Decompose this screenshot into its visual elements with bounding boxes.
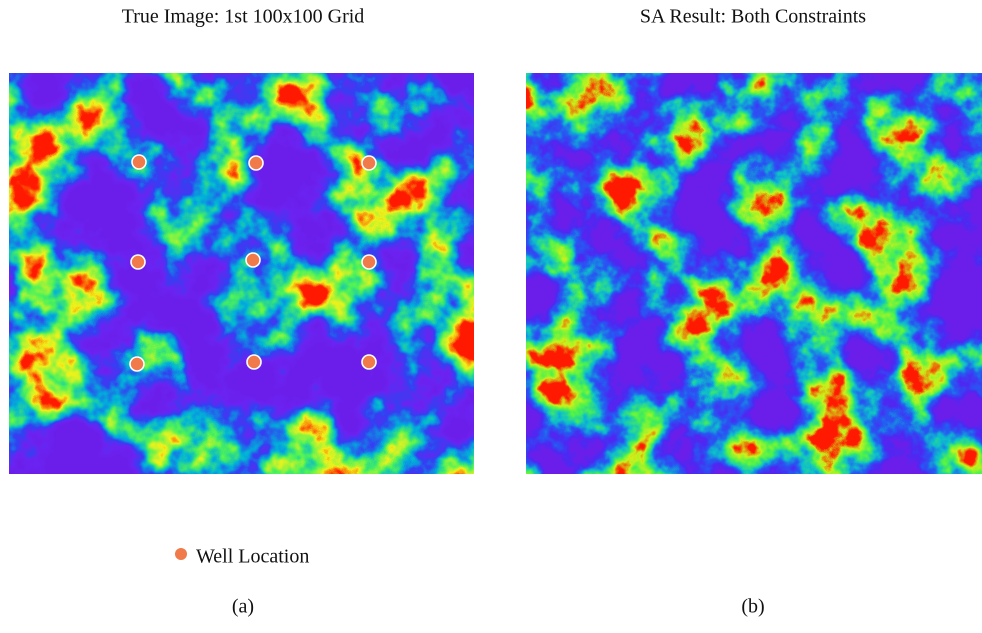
well — [245, 252, 261, 268]
well — [361, 354, 377, 370]
panel-title: True Image: 1st 100x100 Grid — [122, 6, 365, 28]
panel-caption: (a) — [232, 596, 254, 618]
well — [361, 155, 377, 171]
well — [129, 356, 145, 372]
well — [130, 254, 146, 270]
well — [246, 354, 262, 370]
sa-result-image — [526, 73, 982, 474]
well — [131, 154, 147, 170]
panel-caption: (b) — [741, 596, 764, 618]
well — [361, 254, 377, 270]
legend-marker — [175, 548, 187, 560]
panel-title: SA Result: Both Constraints — [640, 6, 866, 28]
true-image — [9, 73, 474, 474]
legend-label: Well Location — [196, 546, 309, 568]
well-markers — [129, 154, 377, 372]
well — [248, 155, 264, 171]
